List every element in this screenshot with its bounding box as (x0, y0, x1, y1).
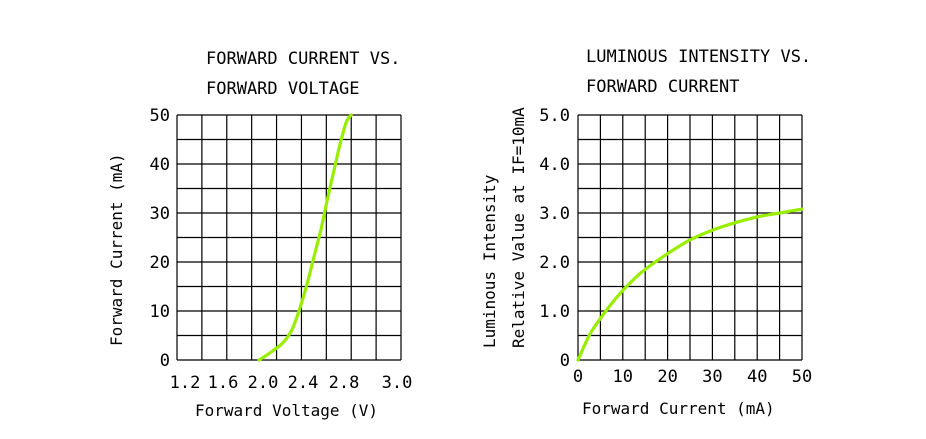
chart-2-y-axis-label-line-1: Luminous Intensity (480, 174, 499, 348)
chart-1-title-line-1: FORWARD CURRENT VS. (206, 49, 400, 69)
chart-luminous-intensity: LUMINOUS INTENSITY VS. FORWARD CURRENT 0… (480, 47, 812, 418)
chart-2-y-ticks: 0 1.0 2.0 3.0 4.0 5.0 (539, 106, 570, 371)
y-tick-label: 2.0 (539, 253, 570, 273)
y-tick-label: 50 (150, 106, 170, 126)
x-tick-label: 40 (747, 367, 767, 387)
chart-1-title-line-2: FORWARD VOLTAGE (206, 79, 360, 99)
y-tick-label: 0 (560, 351, 570, 371)
chart-1-x-axis-label: Forward Voltage (V) (195, 401, 378, 420)
chart-2-x-axis-label: Forward Current (mA) (582, 399, 775, 418)
y-tick-label: 5.0 (539, 106, 570, 126)
y-tick-label: 1.0 (539, 302, 570, 322)
chart-2-title-line-1: LUMINOUS INTENSITY VS. (586, 47, 811, 67)
chart-2-series (576, 207, 804, 362)
x-tick-label: 30 (702, 367, 722, 387)
chart-forward-current: FORWARD CURRENT VS. FORWARD VOLTAGE 0 10 2… (107, 49, 412, 420)
y-tick-label: 4.0 (539, 155, 570, 175)
chart-1-series (257, 113, 353, 362)
chart-2-y-axis-label-line-2: Relative Value at IF=10mA (509, 107, 528, 348)
chart-2-grid (577, 114, 803, 361)
chart-1-y-ticks: 0 10 20 30 40 50 (150, 106, 170, 371)
x-tick-label: 50 (792, 367, 812, 387)
y-tick-label: 20 (150, 253, 170, 273)
y-tick-label: 30 (150, 204, 170, 224)
chart-1-x-ticks: 1.2 1.6 2.0 2.4 2.8 3.0 (170, 373, 413, 393)
chart-2-x-ticks: 0 10 20 30 40 50 (573, 367, 812, 387)
y-tick-label: 10 (150, 302, 170, 322)
x-tick-label: 20 (657, 367, 677, 387)
y-tick-label: 3.0 (539, 204, 570, 224)
x-tick-label: 2.0 (248, 373, 279, 393)
chart-1-y-axis-label: Forward Current (mA) (107, 153, 126, 346)
x-tick-label: 1.2 (170, 373, 201, 393)
x-tick-label: 2.4 (288, 373, 319, 393)
y-tick-label: 0 (160, 351, 170, 371)
x-tick-label: 0 (573, 367, 583, 387)
x-tick-label: 3.0 (382, 373, 413, 393)
x-tick-label: 2.8 (329, 373, 360, 393)
series-line (257, 113, 353, 362)
chart-2-title-line-2: FORWARD CURRENT (586, 77, 740, 97)
chart-1-grid (176, 114, 402, 361)
x-tick-label: 1.6 (208, 373, 239, 393)
x-tick-label: 10 (613, 367, 633, 387)
series-line (576, 207, 804, 362)
y-tick-label: 40 (150, 155, 170, 175)
